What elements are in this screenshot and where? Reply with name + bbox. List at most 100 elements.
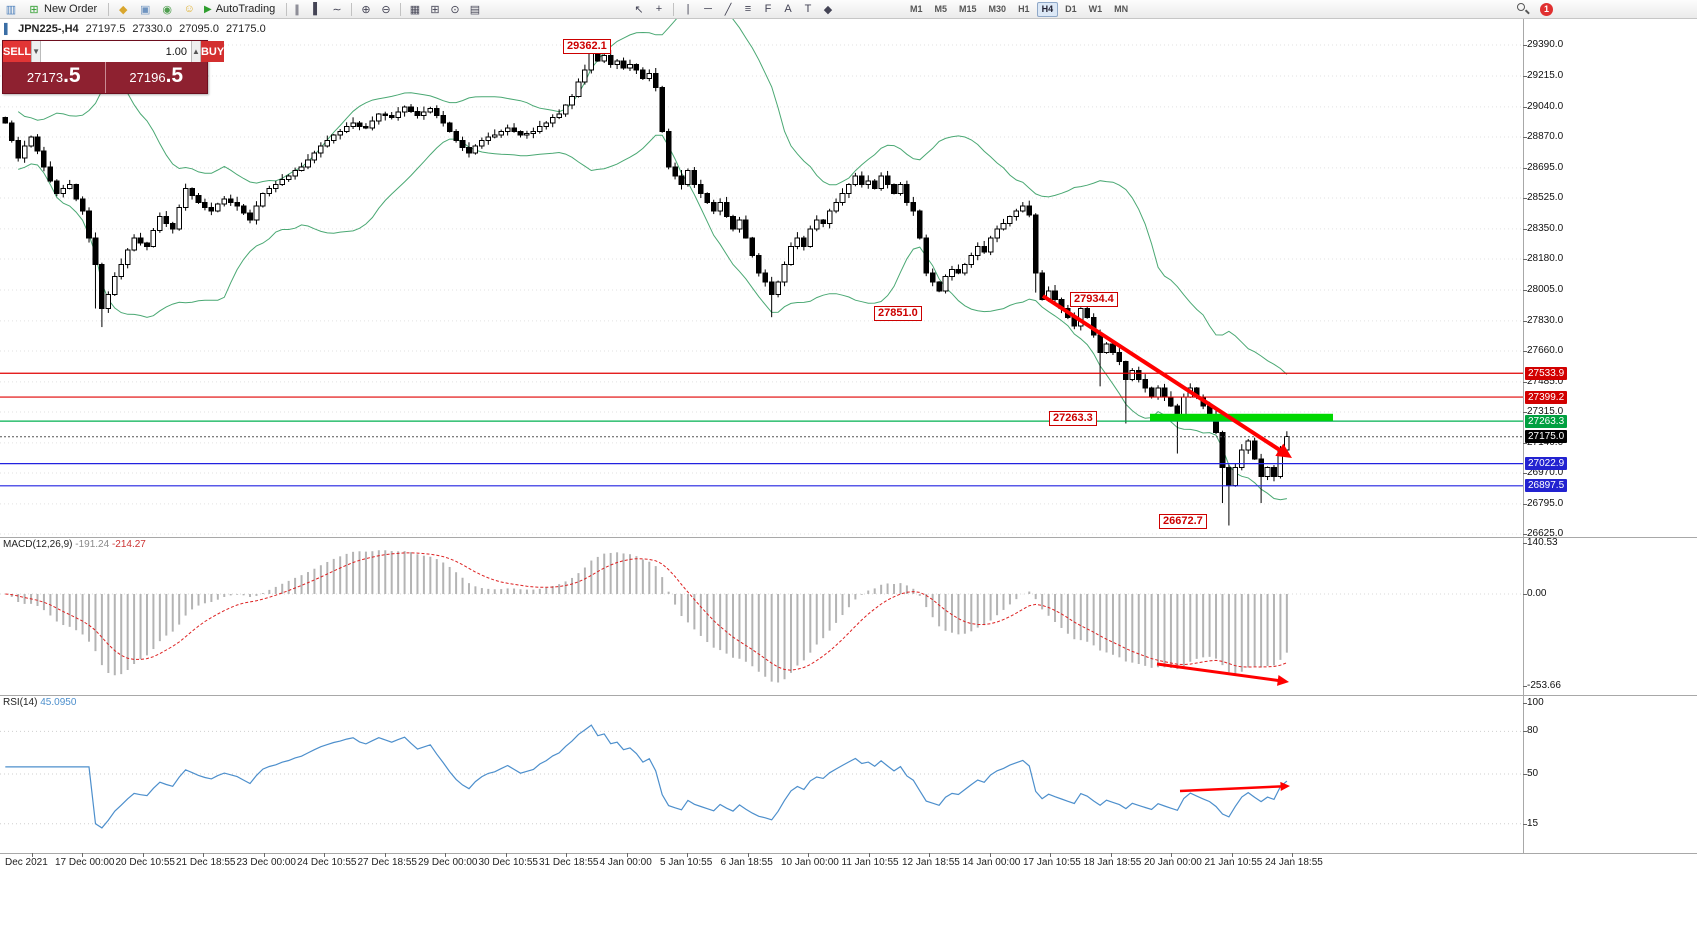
price-annotation: 26672.7	[1159, 514, 1207, 529]
macd-axis-label: 140.53	[1527, 537, 1558, 548]
price-axis-tag: 27022.9	[1525, 457, 1568, 471]
time-axis-tick	[1231, 853, 1233, 857]
panel-divider[interactable]	[0, 537, 1697, 538]
macd-axis-label: 0.00	[1527, 587, 1547, 599]
macd-value: -191.24	[75, 539, 110, 550]
channel-icon[interactable]: ≡	[744, 3, 752, 15]
autotrading-label: AutoTrading	[215, 3, 276, 15]
timeframe-mn[interactable]: MN	[1114, 4, 1129, 14]
new-chart-icon[interactable]: ⊞	[430, 3, 440, 16]
search-icon[interactable]	[1516, 2, 1530, 16]
period-icon[interactable]: ⊙	[450, 3, 460, 16]
line-chart-icon[interactable]: ∼	[332, 3, 342, 16]
timeframe-h4[interactable]: H4	[1036, 1, 1059, 17]
horizontal-line-icon[interactable]: ─	[704, 3, 712, 15]
price-axis-tick	[1523, 472, 1527, 474]
rsi-axis-tick	[1523, 703, 1527, 704]
rsi-panel[interactable]	[0, 695, 1697, 853]
time-axis-tick	[929, 853, 930, 857]
time-axis-label: 31 Dec 18:55	[539, 857, 599, 868]
time-axis-tick	[747, 853, 749, 857]
rsi-value: 45.0950	[40, 697, 77, 708]
panel-divider[interactable]	[0, 695, 1697, 696]
toolbar-separator	[286, 2, 288, 16]
price-axis-label: 26795.0	[1527, 497, 1564, 509]
metaeditor-icon[interactable]: ◆	[118, 3, 128, 16]
sell-button[interactable]: SELL	[3, 41, 32, 62]
autotrading-button[interactable]: ▶ AutoTrading	[198, 1, 281, 17]
macd-name: MACD(12,26,9)	[3, 539, 73, 550]
candlestick-chart-icon[interactable]: ▌	[313, 3, 321, 15]
price-axis-tag: 26897.5	[1525, 479, 1568, 493]
time-axis-label: 21 Jan 10:55	[1204, 857, 1263, 868]
sell-price[interactable]: 27173.5	[3, 62, 106, 93]
volume-spinner[interactable]: ▲	[191, 41, 201, 62]
timeframe-m5[interactable]: M5	[934, 4, 948, 14]
time-axis-label: 4 Jan 00:00	[599, 857, 652, 868]
tile-windows-icon[interactable]: ▦	[409, 3, 421, 16]
time-axis-tick	[384, 853, 386, 857]
options-icon[interactable]: ▣	[139, 3, 151, 16]
time-axis-tick	[808, 853, 809, 857]
price-axis-tag: 27263.3	[1525, 414, 1568, 428]
buy-button[interactable]: BUY	[200, 41, 225, 62]
price-axis-label: 28695.0	[1527, 161, 1564, 173]
bar-close: 27175.0	[225, 23, 266, 35]
time-axis-label: 17 Dec 00:00	[55, 857, 115, 868]
new-order-button[interactable]: ⊞ New Order	[22, 1, 103, 17]
price-axis-label: 27830.0	[1527, 314, 1564, 326]
volume-dropdown-caret[interactable]: ▼	[31, 41, 42, 62]
time-axis-label: 24 Jan 18:55	[1265, 857, 1323, 868]
trendline-icon[interactable]: ╱	[724, 3, 732, 16]
timeframe-m15[interactable]: M15	[959, 4, 977, 14]
timeframe-h1[interactable]: H1	[1018, 4, 1030, 14]
time-axis-label: 27 Dec 18:55	[357, 857, 418, 868]
zoom-in-icon[interactable]: ⊕	[361, 3, 371, 16]
time-axis-label: 30 Dec 10:55	[478, 857, 539, 868]
terminal-icon[interactable]: ▥	[5, 3, 17, 16]
price-axis-tick	[1523, 197, 1527, 199]
timeframe-d1[interactable]: D1	[1065, 4, 1077, 14]
templates-icon[interactable]: ▤	[469, 3, 481, 16]
price-axis-tick	[1523, 136, 1527, 138]
timeframe-w1[interactable]: W1	[1088, 4, 1103, 14]
volume-input[interactable]	[41, 41, 192, 62]
label-icon[interactable]: T	[804, 3, 812, 15]
time-axis-tick	[1292, 853, 1293, 857]
cursor-icon[interactable]: ↖	[634, 3, 644, 16]
bar-chart-icon[interactable]: ∥	[294, 3, 300, 16]
time-axis-label: 20 Dec 10:55	[115, 857, 176, 868]
time-axis-label: 18 Jan 18:55	[1083, 857, 1142, 868]
price-annotation: 27263.3	[1049, 411, 1097, 426]
vertical-line-icon[interactable]: |	[686, 3, 690, 15]
time-axis-tick	[203, 853, 204, 857]
fibonacci-icon[interactable]: F	[764, 3, 772, 15]
price-axis-tick	[1523, 320, 1527, 322]
zoom-out-icon[interactable]: ⊖	[381, 3, 391, 16]
time-axis-tick	[142, 853, 144, 857]
market-icon[interactable]: ☺	[183, 3, 195, 15]
text-icon[interactable]: A	[784, 3, 792, 15]
macd-panel[interactable]	[0, 537, 1697, 695]
main-chart[interactable]	[0, 19, 1697, 538]
play-icon: ▶	[204, 3, 212, 15]
timeframe-m30[interactable]: M30	[988, 4, 1007, 14]
timeframe-m1[interactable]: M1	[910, 4, 923, 14]
shapes-icon[interactable]: ◆	[823, 3, 833, 16]
time-axis-label: 5 Jan 10:55	[660, 857, 713, 868]
chart-symbol-icon: ▌	[4, 23, 12, 35]
macd-axis-tick	[1523, 593, 1527, 595]
time-axis-tick	[989, 853, 991, 857]
buy-price[interactable]: 27196.5	[129, 64, 184, 87]
notification-badge[interactable]: 1	[1540, 2, 1553, 16]
crosshair-icon[interactable]: +	[655, 3, 663, 15]
refresh-icon[interactable]: ◉	[162, 3, 172, 16]
time-axis-tick	[445, 853, 446, 857]
price-axis-tick	[1523, 411, 1527, 413]
time-axis-tick	[263, 853, 265, 857]
rsi-axis-tick	[1523, 823, 1527, 825]
time-axis-label: 12 Jan 18:55	[902, 857, 960, 868]
rsi-axis-label: 15	[1527, 817, 1539, 829]
time-axis-label: 23 Dec 00:00	[236, 857, 297, 868]
price-axis-tick	[1523, 289, 1527, 291]
